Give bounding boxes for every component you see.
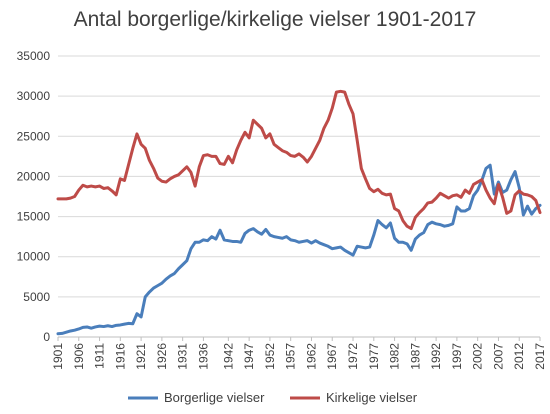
x-tick-label: 1926 [155,343,169,370]
y-tick-label: 0 [43,330,50,344]
series-line-kirkelige [56,89,542,231]
y-tick-label: 25000 [17,129,51,143]
y-tick-label: 30000 [17,89,51,103]
x-tick-label: 1957 [284,343,298,370]
legend-label: Borgerlige vielser [164,390,265,405]
y-tick-label: 15000 [17,210,51,224]
y-tick-label: 35000 [17,49,51,63]
x-tick-label: 1906 [72,343,86,370]
y-tick-label: 20000 [17,169,51,183]
x-tick-label: 1992 [429,343,443,370]
series-line-borgerlige [56,163,542,336]
x-tick-label: 1901 [51,343,65,370]
x-tick-label: 1997 [450,343,464,370]
x-tick-label: 1931 [176,343,190,370]
x-tick-label: 1987 [408,343,422,370]
x-tick-label: 1982 [388,343,402,370]
x-tick-label: 1942 [221,343,235,370]
x-tick-label: 2007 [491,343,505,370]
x-tick-label: 1952 [263,343,277,370]
x-tick-label: 2002 [471,343,485,370]
x-tick-label: 1962 [304,343,318,370]
legend-label: Kirkelige vielser [326,390,418,405]
x-tick-label: 1972 [346,343,360,370]
x-tick-label: 1916 [113,343,127,370]
x-tick-label: 2012 [512,343,526,370]
x-tick-label: 1947 [242,343,256,370]
chart-title: Antal borgerlige/kirkelige vielser 1901-… [73,8,477,31]
x-tick-label: 1967 [325,343,339,370]
x-tick-label: 1911 [93,343,107,369]
x-tick-label: 1977 [367,343,381,370]
x-tick-label: 2017 [533,343,547,370]
x-tick-label: 1921 [134,343,148,370]
y-tick-label: 10000 [17,250,51,264]
y-tick-label: 5000 [23,290,50,304]
x-tick-label: 1936 [196,343,210,370]
